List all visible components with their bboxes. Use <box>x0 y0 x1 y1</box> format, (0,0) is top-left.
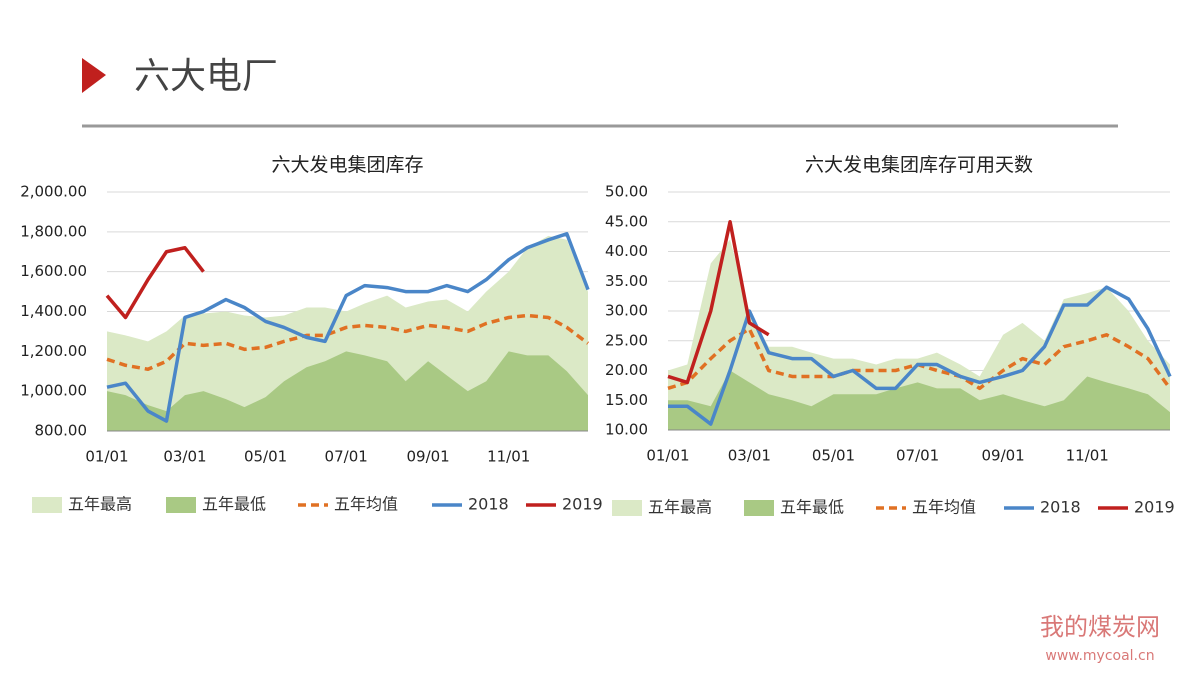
x-tick-label: 03/01 <box>728 447 771 465</box>
chart-title: 六大发电集团库存可用天数 <box>805 154 1033 176</box>
legend-label: 五年最低 <box>202 495 266 514</box>
legend-label: 2019 <box>1134 498 1175 517</box>
x-tick-label: 09/01 <box>406 448 449 466</box>
legend-label: 五年均值 <box>334 495 398 514</box>
line <box>105 246 205 320</box>
legend-label: 五年均值 <box>912 498 976 517</box>
x-tick-label: 05/01 <box>244 448 287 466</box>
area <box>107 235 588 431</box>
slide-title: 六大电厂 <box>134 56 278 97</box>
y-tick-label: 40.00 <box>605 242 648 260</box>
chart-title: 六大发电集团库存 <box>271 154 423 176</box>
area <box>668 370 1170 430</box>
title-marker <box>82 58 106 93</box>
legend-label: 五年最低 <box>780 498 844 517</box>
line <box>106 232 590 423</box>
y-tick-label: 2,000.00 <box>20 183 87 201</box>
x-tick-label: 03/01 <box>163 448 206 466</box>
y-tick-label: 1,800.00 <box>20 222 87 240</box>
y-tick-label: 1,000.00 <box>20 382 87 400</box>
area <box>668 239 1170 430</box>
y-tick-label: 10.00 <box>605 421 648 439</box>
line <box>668 285 1172 426</box>
y-tick-label: 1,200.00 <box>20 342 87 360</box>
line <box>667 220 770 385</box>
x-tick-label: 09/01 <box>982 447 1025 465</box>
y-tick-label: 45.00 <box>605 212 648 230</box>
y-tick-label: 1,400.00 <box>20 302 87 320</box>
y-tick-label: 1,600.00 <box>20 262 87 280</box>
x-tick-label: 07/01 <box>325 448 368 466</box>
legend-swatch <box>744 500 774 516</box>
legend-label: 2019 <box>562 495 603 514</box>
x-tick-label: 01/01 <box>646 447 689 465</box>
y-tick-label: 800.00 <box>35 422 88 440</box>
y-tick-label: 20.00 <box>605 361 648 379</box>
legend-label: 2018 <box>1040 498 1081 517</box>
legend-label: 五年最高 <box>648 498 712 517</box>
legend-label: 2018 <box>468 495 509 514</box>
y-tick-label: 15.00 <box>605 391 648 409</box>
y-tick-label: 30.00 <box>605 302 648 320</box>
y-tick-label: 35.00 <box>605 272 648 290</box>
x-tick-label: 01/01 <box>85 448 128 466</box>
y-tick-label: 25.00 <box>605 331 648 349</box>
watermark-url: www.mycoal.cn <box>1045 648 1154 664</box>
legend-label: 五年最高 <box>68 495 132 514</box>
x-tick-label: 05/01 <box>812 447 855 465</box>
x-tick-label: 11/01 <box>1066 447 1109 465</box>
y-tick-label: 50.00 <box>605 183 648 201</box>
watermark-name: 我的煤炭网 <box>1040 613 1160 641</box>
legend-swatch <box>166 497 196 513</box>
area <box>107 351 588 431</box>
legend-swatch <box>32 497 62 513</box>
x-tick-label: 11/01 <box>487 448 530 466</box>
line <box>106 313 590 372</box>
legend-swatch <box>612 500 642 516</box>
x-tick-label: 07/01 <box>896 447 939 465</box>
